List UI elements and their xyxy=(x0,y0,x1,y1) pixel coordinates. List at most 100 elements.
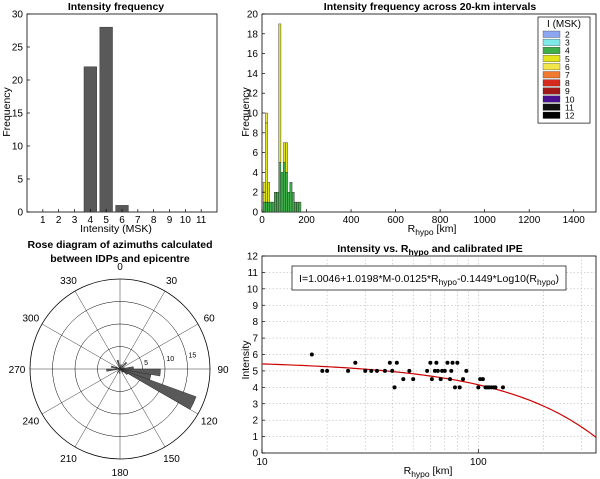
chart4-equation-part2: -0.1449*Log10(R xyxy=(457,273,537,285)
chart4-point-24 xyxy=(442,368,447,373)
chart2-ytick-label-14: 14 xyxy=(247,69,259,80)
chart1-ytick-label-0: 0 xyxy=(17,208,23,219)
chart2-title: Intensity frequency across 20-km interva… xyxy=(324,1,537,13)
chart1-xtick-label-6: 6 xyxy=(119,215,125,226)
rose-sector-45 xyxy=(119,361,128,370)
chart4-point-27 xyxy=(449,368,454,373)
chart2-bar-i5-20 xyxy=(265,122,268,203)
chart2-xtick-label-1200: 1200 xyxy=(518,215,541,226)
chart4-point-21 xyxy=(435,368,440,373)
chart1-ytick-label-30: 30 xyxy=(12,10,24,21)
chart2-bar-i5-100 xyxy=(282,142,286,163)
chart4-point-42 xyxy=(493,385,498,390)
chart1-xtick-label-10: 10 xyxy=(180,215,192,226)
chart4-xlabel-unit: [km] xyxy=(430,465,453,477)
chart4-ytick-label-0: 0 xyxy=(252,449,258,460)
chart4-point-26 xyxy=(448,377,453,382)
chart4-point-25 xyxy=(445,360,450,365)
chart4-point-2 xyxy=(325,368,330,373)
chart2-xlabel-sub: hypo xyxy=(415,227,434,237)
chart2-bar-i4-60 xyxy=(274,191,277,213)
chart2-bar-i4-110 xyxy=(285,172,288,213)
rose-angle-label-90: 90 xyxy=(217,365,229,376)
chart4-point-36 xyxy=(480,377,485,382)
chart4-ytick-label-2: 2 xyxy=(252,416,258,427)
chart4-point-31 xyxy=(457,385,462,390)
chart2-bar-i4-90 xyxy=(280,172,284,213)
chart4-equation-box xyxy=(291,265,567,291)
rose-angle-label-210: 210 xyxy=(60,454,77,465)
rose-angle-label-120: 120 xyxy=(201,417,218,428)
chart4-xtick-label-100: 100 xyxy=(470,457,487,468)
chart1-xtick-label-1: 1 xyxy=(40,215,46,226)
chart1-xtick-label-4: 4 xyxy=(88,215,94,226)
chart2-bar-i4-10 xyxy=(262,201,266,213)
chart1-axes-box xyxy=(26,13,218,213)
chart4-point-13 xyxy=(401,377,406,382)
chart2-legend-swatch-11 xyxy=(542,103,561,111)
rose-angle-label-30: 30 xyxy=(166,276,178,287)
chart2-ylabel: Frequency xyxy=(240,86,252,136)
chart2-xtick-label-600: 600 xyxy=(387,215,404,226)
chart2-bar-i4-140 xyxy=(291,191,295,213)
rose-sector-135 xyxy=(119,368,124,373)
chart4-equation-part3: ) xyxy=(555,273,559,285)
chart4-ytick-label-11: 11 xyxy=(248,268,259,279)
chart4-title-suffix: and calibrated IPE xyxy=(429,243,523,255)
chart2-xtick-label-1400: 1400 xyxy=(563,215,586,226)
chart1-bar-4 xyxy=(83,66,97,213)
chart2-xlabel-main: R xyxy=(408,223,416,235)
chart1-xtick-label-5: 5 xyxy=(103,215,109,226)
chart4-ytick-label-7: 7 xyxy=(252,334,258,345)
rose-sector-345 xyxy=(116,359,121,370)
chart2-legend-label-3: 3 xyxy=(565,38,570,48)
chart2-ytick-label-16: 16 xyxy=(247,49,259,60)
rose-angle-label-330: 330 xyxy=(60,276,77,287)
chart2-legend-swatch-10 xyxy=(542,95,561,103)
rose-angle-label-300: 300 xyxy=(22,314,39,325)
chart2-bar-i4-100 xyxy=(282,162,286,213)
chart4-point-5 xyxy=(363,368,368,373)
chart2-bar-i5-30 xyxy=(267,182,270,203)
chart1-ylabel: Frequency xyxy=(1,86,13,136)
chart1-xtick-label-3: 3 xyxy=(72,215,78,226)
chart3-title-line1: Rose diagram of azimuths calculated xyxy=(28,239,213,251)
chart4-title: Intensity vs. Rhypo and calibrated IPE xyxy=(337,243,522,257)
chart2-xtick-label-0: 0 xyxy=(259,215,265,226)
rose-angle-label-240: 240 xyxy=(22,417,39,428)
rose-sector-75 xyxy=(119,367,125,370)
chart1-ytick-label-25: 25 xyxy=(12,43,24,54)
chart2-xtick-label-1000: 1000 xyxy=(474,215,497,226)
chart2-legend-label-11: 11 xyxy=(565,102,574,112)
chart4-point-6 xyxy=(369,368,374,373)
rose-sector-295 xyxy=(115,366,121,370)
chart2-ytick-label-0: 0 xyxy=(252,208,258,219)
chart1-xlabel: Intensity (MSK) xyxy=(80,223,152,235)
chart2-bar-i4-50 xyxy=(271,201,275,213)
chart2-bar-i4-130 xyxy=(289,182,293,213)
chart2-bar-i4-120 xyxy=(287,191,291,213)
chart2-ytick-label-18: 18 xyxy=(247,29,259,40)
chart2-bar-i4-20 xyxy=(265,201,268,213)
chart4-ipe-curve xyxy=(261,363,597,438)
chart4-point-1 xyxy=(320,368,325,373)
intensity-frequency-chart: Intensity frequency Frequency Intensity … xyxy=(1,1,218,235)
chart1-xtick-label-8: 8 xyxy=(151,215,157,226)
chart4-point-32 xyxy=(461,377,466,382)
chart2-legend-swatch-6 xyxy=(542,63,561,71)
chart2-xlabel-unit: [km] xyxy=(434,223,457,235)
chart4-point-14 xyxy=(407,368,412,373)
chart4-equation: I=1.0046+1.0198*M-0.0125*Rhypo-0.1449*Lo… xyxy=(299,273,559,287)
chart4-title-sub: hypo xyxy=(408,247,428,257)
chart1-xtick-label-9: 9 xyxy=(167,215,173,226)
chart4-ytick-label-10: 10 xyxy=(247,284,259,295)
chart2-bar-i4-40 xyxy=(269,201,273,213)
chart2-legend-swatch-8 xyxy=(542,79,561,87)
rose-angle-label-150: 150 xyxy=(163,454,180,465)
chart2-legend-swatch-9 xyxy=(542,87,561,95)
rose-sector-185 xyxy=(118,368,121,374)
chart4-point-16 xyxy=(425,368,430,373)
chart4-point-8 xyxy=(382,368,387,373)
chart2-legend-swatch-2 xyxy=(542,30,561,38)
